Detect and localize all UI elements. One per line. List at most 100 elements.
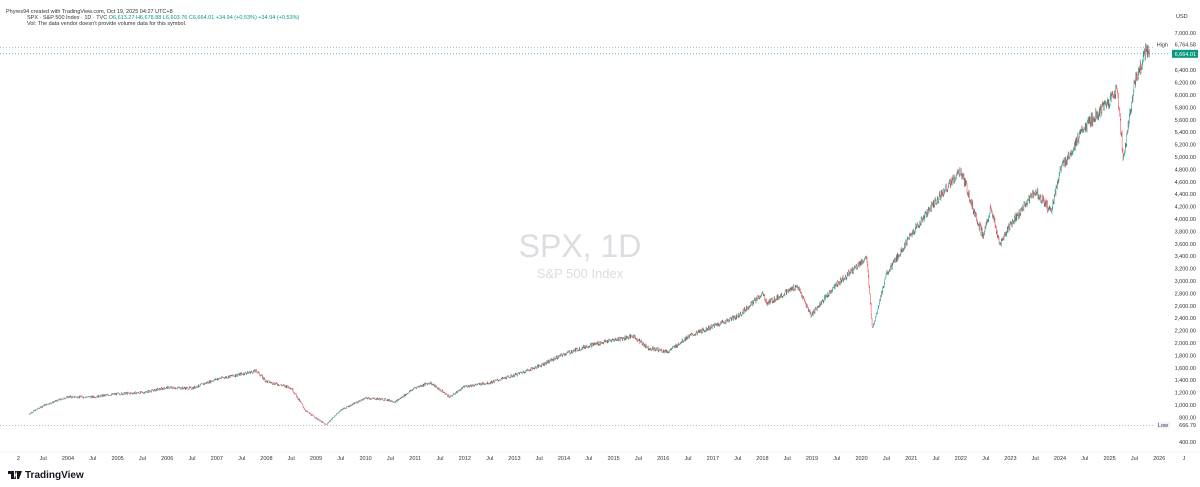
x-tick-label: 2014 [558, 456, 570, 462]
y-tick-label: 2,000.00 [1175, 341, 1196, 347]
y-tick-label: 3,000.00 [1175, 279, 1196, 285]
open-value: O6,613.27 [108, 15, 135, 21]
x-tick-label: Jul [40, 456, 47, 462]
x-tick-label: 2006 [161, 456, 173, 462]
x-tick-label: 2020 [855, 456, 867, 462]
x-tick-label: Jul [486, 456, 493, 462]
x-tick-label: 2024 [1054, 456, 1066, 462]
x-tick-label: 2022 [955, 456, 967, 462]
x-tick-label: 2009 [310, 456, 322, 462]
watermark-subtitle: S&P 500 Index [536, 266, 624, 281]
last-price-badge [1172, 49, 1198, 58]
x-tick-label: 2008 [260, 456, 272, 462]
y-tick-label: 5,800.00 [1175, 105, 1196, 111]
x-tick-label: 2007 [211, 456, 223, 462]
x-tick-label: 2005 [111, 456, 123, 462]
x-tick-label: 2026 [1153, 456, 1165, 462]
x-tick-label: Jul [1081, 456, 1088, 462]
y-tick-label: 3,400.00 [1175, 254, 1196, 260]
volume-note: Vol: The data vendor doesn't provide vol… [27, 21, 187, 27]
y-tick-label: 1,200.00 [1175, 391, 1196, 397]
close-value: C6,664.01 [188, 15, 215, 21]
y-tick-label: 3,800.00 [1175, 229, 1196, 235]
y-tick-label: 400.00 [1179, 440, 1196, 446]
low-label: Low [1158, 423, 1168, 429]
x-tick-label: 2025 [1103, 456, 1115, 462]
y-tick-label: 6,000.00 [1175, 93, 1196, 99]
watermark-title: SPX, 1D [518, 228, 642, 264]
y-tick-label: 3,600.00 [1175, 242, 1196, 248]
x-tick-label: J [1183, 456, 1186, 462]
x-tick-label: Jul [288, 456, 295, 462]
y-tick-label: 2,600.00 [1175, 304, 1196, 310]
x-tick-label: 2018 [756, 456, 768, 462]
x-tick-label: Jul [238, 456, 245, 462]
x-tick-label: Jul [982, 456, 989, 462]
y-tick-label: 5,000.00 [1175, 155, 1196, 161]
x-tick-label: Jul [833, 456, 840, 462]
x-tick-label: 2 [17, 456, 20, 462]
x-tick-label: Jul [734, 456, 741, 462]
y-tick-label: 1,600.00 [1175, 366, 1196, 372]
x-tick-label: 2013 [508, 456, 520, 462]
y-tick-label: 5,400.00 [1175, 130, 1196, 136]
symbol-name: SPX · S&P 500 Index · 1D · TVC [27, 15, 108, 21]
x-tick-label: 2023 [1004, 456, 1016, 462]
x-tick-label: Jul [387, 456, 394, 462]
tradingview-logo: TradingView [8, 470, 84, 481]
y-tick-label: 4,000.00 [1175, 217, 1196, 223]
tradingview-logo-icon [8, 471, 22, 479]
y-tick-label: 2,400.00 [1175, 316, 1196, 322]
x-tick-label: Jul [188, 456, 195, 462]
x-tick-label: Jul [932, 456, 939, 462]
y-tick-label: 4,200.00 [1175, 205, 1196, 211]
y-tick-label: 1,800.00 [1175, 353, 1196, 359]
x-tick-label: Jul [337, 456, 344, 462]
x-tick-label: 2012 [459, 456, 471, 462]
x-tick-label: Jul [139, 456, 146, 462]
y-tick-label: 6,400.00 [1175, 68, 1196, 74]
x-tick-label: 2015 [607, 456, 619, 462]
y-tick-label: 1,400.00 [1175, 378, 1196, 384]
x-tick-label: Jul [684, 456, 691, 462]
y-tick-label: 5,600.00 [1175, 118, 1196, 124]
x-tick-label: Jul [784, 456, 791, 462]
high-label: High [1157, 43, 1168, 49]
x-tick-label: 2011 [409, 456, 421, 462]
y-tick-label: 7,000.00 [1175, 31, 1196, 37]
last-price-value: 6,664.01 [1175, 52, 1196, 58]
x-tick-label: 2016 [657, 456, 669, 462]
low-label-bg [1156, 421, 1170, 429]
currency-label: USD [1176, 14, 1188, 20]
y-tick-label: 3,200.00 [1175, 267, 1196, 273]
y-tick-label: 2,800.00 [1175, 291, 1196, 297]
x-tick-label: Jul [536, 456, 543, 462]
high-value: H6,678.88 [135, 15, 162, 21]
x-tick-label: 2017 [707, 456, 719, 462]
high-value: 6,764.58 [1175, 43, 1196, 49]
symbol-legend: SPX · S&P 500 Index · 1D · TVC O6,613.27… [27, 15, 299, 21]
y-tick-label: 2,200.00 [1175, 329, 1196, 335]
x-tick-label: Jul [436, 456, 443, 462]
x-tick-label: 2004 [62, 456, 74, 462]
x-tick-label: Jul [883, 456, 890, 462]
y-tick-label: 4,800.00 [1175, 167, 1196, 173]
x-tick-label: Jul [1131, 456, 1138, 462]
low-value: 666.79 [1179, 423, 1196, 429]
y-tick-label: 800.00 [1179, 415, 1196, 421]
y-tick-label: 5,200.00 [1175, 143, 1196, 149]
change-value: +34.94 (+0.53%) [215, 15, 257, 21]
x-tick-label: 2021 [905, 456, 917, 462]
x-tick-label: 2019 [806, 456, 818, 462]
x-tick-label: 2010 [359, 456, 371, 462]
change-value-2: +34.94 (+0.53%) [258, 15, 300, 21]
y-tick-label: 4,400.00 [1175, 192, 1196, 198]
brand-name: TradingView [25, 470, 84, 481]
x-tick-label: Jul [1032, 456, 1039, 462]
y-tick-label: 1,000.00 [1175, 403, 1196, 409]
x-tick-label: Jul [585, 456, 592, 462]
y-tick-label: 4,600.00 [1175, 180, 1196, 186]
x-tick-label: Jul [89, 456, 96, 462]
x-tick-label: Jul [635, 456, 642, 462]
